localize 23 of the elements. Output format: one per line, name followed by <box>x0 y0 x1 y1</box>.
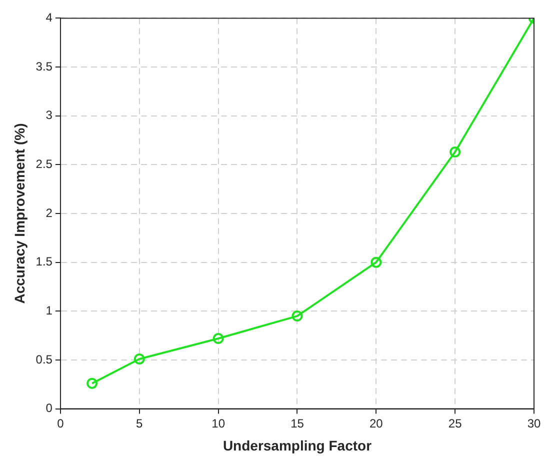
x-tick-label: 5 <box>136 416 144 430</box>
x-tick-label: 20 <box>369 416 384 430</box>
x-tick-label: 25 <box>448 416 462 430</box>
point <box>370 256 382 268</box>
x-axis-title: Undersampling Factor <box>222 437 372 454</box>
point <box>212 332 224 344</box>
point <box>86 378 98 389</box>
y-tick-label: 0 <box>46 401 53 416</box>
y-tick-label: 1 <box>46 303 53 318</box>
y-tick-label: 1.5 <box>36 254 53 269</box>
y-tick-label: 4 <box>46 10 53 25</box>
x-tick-label: 10 <box>212 416 226 430</box>
y-tick-label: 2.5 <box>36 156 53 171</box>
x-tick-label: 0 <box>57 416 64 430</box>
y-tick-label: 2 <box>46 206 53 220</box>
x-tick-label: 30 <box>527 416 541 430</box>
x-tick-label: 15 <box>290 416 304 430</box>
y-tick-label: 3.5 <box>36 59 53 74</box>
point <box>292 310 303 322</box>
point <box>134 354 145 364</box>
y-tick-label: 0.5 <box>36 352 53 366</box>
y-axis-title: Accuracy Improvement (%) <box>11 123 28 304</box>
y-tick-label: 3 <box>46 108 53 122</box>
